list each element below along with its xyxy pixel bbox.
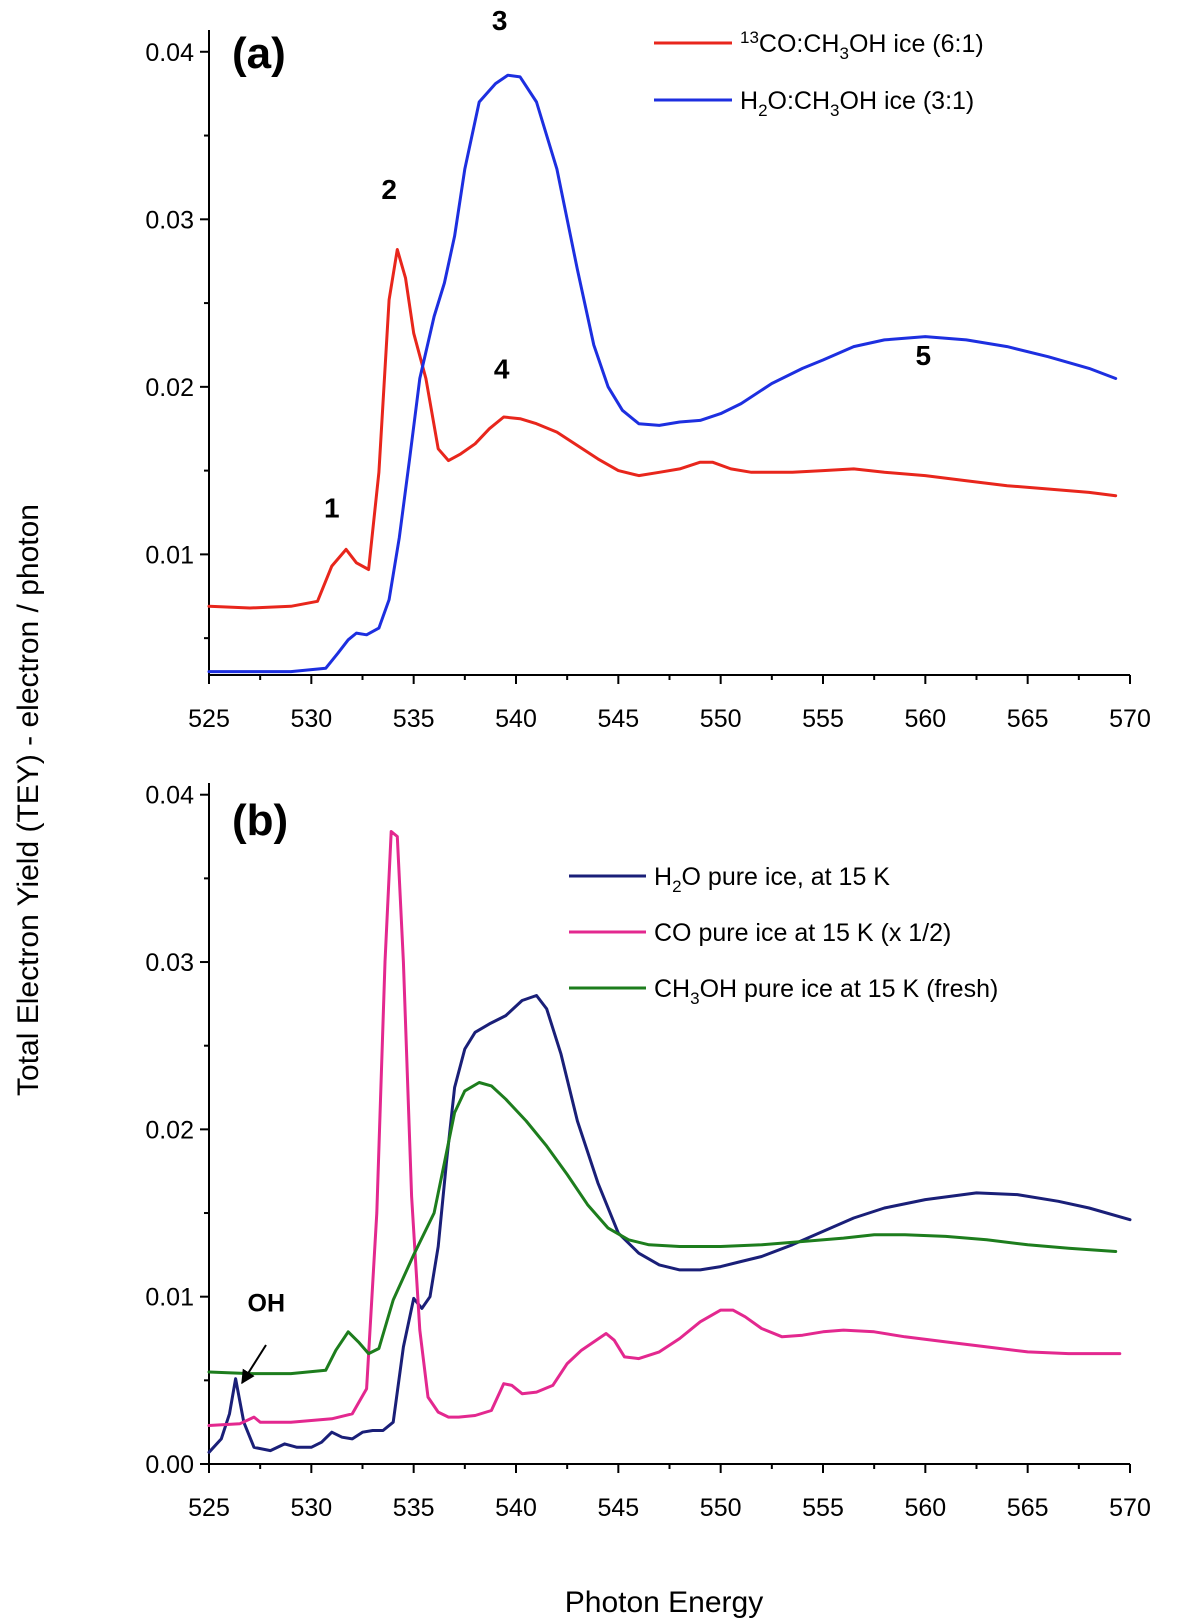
panel-b-x-tick-label: 545 <box>597 1494 639 1522</box>
y-axis-title: Total Electron Yield (TEY) - electron / … <box>12 504 45 1096</box>
panel-b-legend-label: H2O pure ice, at 15 K <box>654 863 890 896</box>
panel-b: (b) 525 530 535 540 545 550 555 560 565 570 0.00 0.… <box>145 782 1151 1522</box>
panel-a-annotation-1: 1 <box>324 493 340 524</box>
panel-b-legend-label: CO pure ice at 15 K (x 1/2) <box>654 919 951 947</box>
panel-a-x-tick-label: 525 <box>188 705 230 733</box>
panel-a-legend: 13CO:CH3OH ice (6:1) H2O:CH3OH ice (3:1) <box>654 28 984 120</box>
panel-a-annotation-4: 4 <box>494 353 510 384</box>
panel-b-series-line-1 <box>207 994 1132 1454</box>
panel-b-label: (b) <box>232 796 288 845</box>
panel-b-y-tick-label: 0.00 <box>145 1451 194 1479</box>
panel-b-x-tick-label: 550 <box>700 1494 742 1522</box>
panel-a-series-line-2 <box>207 73 1118 674</box>
panel-b-annotation-oh: OH <box>248 1290 286 1318</box>
oh-annotation-arrow <box>241 1344 267 1385</box>
panel-b-annotations: OH <box>248 1290 286 1318</box>
panel-a-series <box>207 73 1118 674</box>
panel-b-legend-entry-1: H2O pure ice, at 15 K <box>569 863 890 896</box>
panel-b-legend: H2O pure ice, at 15 K CO pure ice at 15 K… <box>569 863 998 1008</box>
panel-a-x-tick-label: 555 <box>802 705 844 733</box>
panel-a-y-tick-label: 0.04 <box>145 39 194 67</box>
panel-a-annotations: 1 2 3 4 5 <box>324 5 931 524</box>
panel-b-series <box>207 830 1132 1454</box>
panel-a-legend-entry-1: 13CO:CH3OH ice (6:1) <box>654 28 984 63</box>
panel-a-legend-label: H2O:CH3OH ice (3:1) <box>740 87 974 120</box>
panel-a-annotation-5: 5 <box>915 340 931 371</box>
panel-a-y-tick-label: 0.02 <box>145 374 194 402</box>
panel-b-x-tick-label: 535 <box>393 1494 435 1522</box>
panel-a-annotation-3: 3 <box>492 5 508 36</box>
panel-b-legend-entry-2: CO pure ice at 15 K (x 1/2) <box>569 919 951 947</box>
panel-b-y-tick-label: 0.03 <box>145 949 194 977</box>
panel-a-x-tick-label: 540 <box>495 705 537 733</box>
panel-a-y-tick-label: 0.01 <box>145 541 194 569</box>
panel-a-x-tick-label: 565 <box>1007 705 1049 733</box>
panel-a-x-tick-label: 560 <box>904 705 946 733</box>
panel-b-axes: 525 530 535 540 545 550 555 560 565 570 0.00 0.01 0.… <box>145 782 1151 1522</box>
x-axis-title: Photon Energy <box>565 1586 763 1619</box>
panel-a-x-tick-label: 530 <box>290 705 332 733</box>
panel-b-series-line-2 <box>207 830 1122 1427</box>
panel-b-y-tick-label: 0.02 <box>145 1116 194 1144</box>
panel-a-x-tick-label: 570 <box>1109 705 1151 733</box>
panel-a: (a) 525 530 535 540 545 550 555 560 565 570 0.01 0.… <box>145 5 1151 733</box>
panel-a-x-tick-label: 545 <box>597 705 639 733</box>
panel-b-x-tick-label: 560 <box>904 1494 946 1522</box>
panel-b-legend-label: CH3OH pure ice at 15 K (fresh) <box>654 975 998 1008</box>
panel-a-x-tick-label: 535 <box>393 705 435 733</box>
panel-b-series-line-3 <box>207 1081 1118 1376</box>
panel-a-label: (a) <box>232 29 286 78</box>
panel-a-legend-entry-2: H2O:CH3OH ice (3:1) <box>654 87 974 120</box>
panel-b-x-tick-label: 525 <box>188 1494 230 1522</box>
panel-b-y-tick-label: 0.01 <box>145 1284 194 1312</box>
panel-b-y-tick-label: 0.04 <box>145 782 194 810</box>
panel-b-x-tick-label: 555 <box>802 1494 844 1522</box>
panel-a-series-line-1 <box>207 248 1118 610</box>
panel-a-annotation-2: 2 <box>381 174 397 205</box>
panel-a-legend-label: 13CO:CH3OH ice (6:1) <box>740 28 984 63</box>
panel-a-axes: 525 530 535 540 545 550 555 560 565 570 0.01 0.02 0.… <box>145 30 1151 733</box>
panel-b-x-tick-label: 540 <box>495 1494 537 1522</box>
panel-b-legend-entry-3: CH3OH pure ice at 15 K (fresh) <box>569 975 998 1008</box>
panel-a-y-tick-label: 0.03 <box>145 206 194 234</box>
panel-b-x-tick-label: 530 <box>290 1494 332 1522</box>
panel-a-x-tick-label: 550 <box>700 705 742 733</box>
panel-b-x-tick-label: 570 <box>1109 1494 1151 1522</box>
panel-b-x-tick-label: 565 <box>1007 1494 1049 1522</box>
